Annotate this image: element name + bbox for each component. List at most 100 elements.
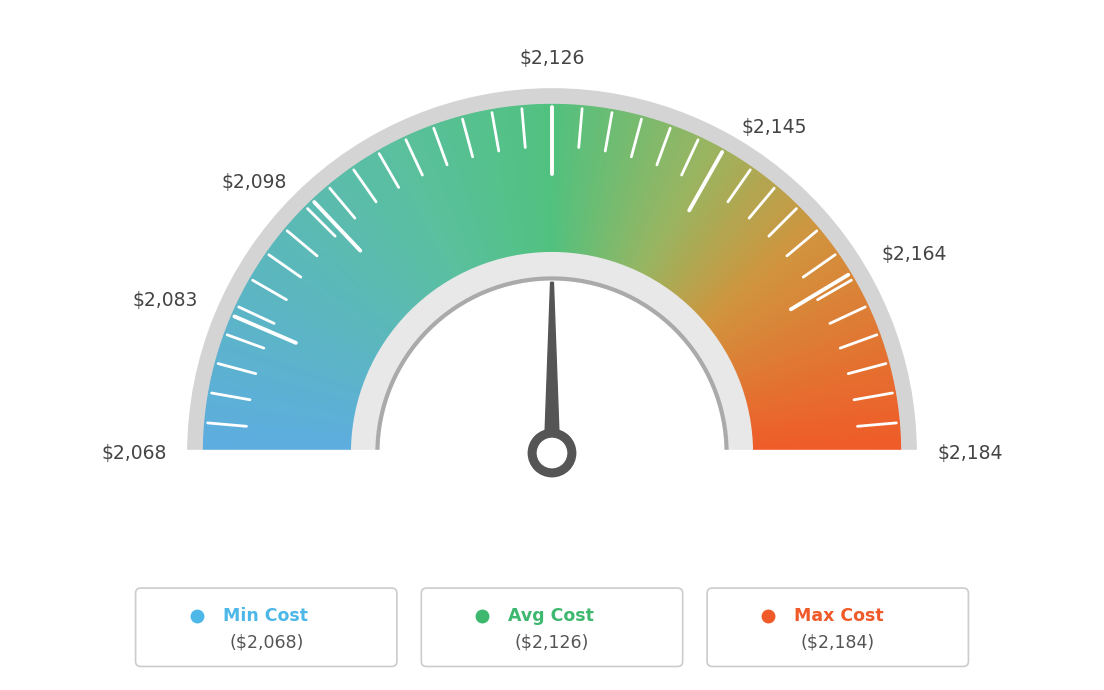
Wedge shape (692, 204, 798, 311)
Wedge shape (629, 132, 690, 269)
Wedge shape (469, 114, 507, 259)
Wedge shape (712, 242, 831, 333)
Wedge shape (594, 112, 628, 257)
Wedge shape (710, 239, 829, 332)
Wedge shape (204, 420, 352, 436)
Wedge shape (752, 431, 900, 442)
Wedge shape (424, 128, 480, 267)
Circle shape (529, 429, 575, 477)
Wedge shape (702, 223, 816, 322)
Wedge shape (562, 105, 574, 253)
Text: $2,164: $2,164 (882, 245, 947, 264)
Wedge shape (641, 141, 710, 275)
Wedge shape (750, 395, 896, 422)
Wedge shape (745, 359, 889, 401)
Wedge shape (622, 126, 677, 266)
Wedge shape (290, 220, 403, 321)
Wedge shape (288, 223, 402, 322)
Wedge shape (592, 111, 625, 257)
Wedge shape (461, 115, 502, 259)
Text: ($2,184): ($2,184) (800, 633, 874, 651)
Wedge shape (735, 311, 872, 373)
Wedge shape (684, 192, 785, 304)
Wedge shape (718, 257, 842, 342)
Wedge shape (284, 228, 399, 325)
Wedge shape (351, 253, 753, 453)
Polygon shape (0, 450, 1104, 690)
Wedge shape (544, 105, 550, 253)
Wedge shape (659, 159, 742, 285)
Wedge shape (300, 209, 408, 315)
Wedge shape (742, 342, 883, 391)
Wedge shape (357, 163, 442, 287)
Wedge shape (224, 332, 364, 385)
Wedge shape (332, 180, 427, 297)
Wedge shape (752, 449, 901, 453)
Wedge shape (747, 377, 893, 411)
Wedge shape (691, 201, 796, 310)
Wedge shape (473, 113, 508, 258)
Wedge shape (350, 167, 437, 290)
Wedge shape (696, 209, 804, 315)
Wedge shape (556, 105, 563, 253)
Wedge shape (498, 108, 522, 255)
Wedge shape (741, 335, 881, 387)
Wedge shape (225, 328, 365, 383)
Wedge shape (752, 446, 901, 451)
Wedge shape (376, 277, 728, 453)
Wedge shape (616, 123, 667, 264)
Wedge shape (688, 197, 790, 307)
Wedge shape (609, 119, 656, 262)
Wedge shape (254, 269, 382, 349)
Wedge shape (739, 328, 879, 383)
Wedge shape (746, 370, 891, 407)
Wedge shape (421, 129, 478, 268)
Wedge shape (752, 417, 899, 434)
Wedge shape (210, 384, 355, 415)
Wedge shape (282, 231, 397, 327)
Wedge shape (681, 187, 779, 302)
Wedge shape (743, 345, 884, 393)
Wedge shape (725, 279, 856, 355)
Wedge shape (597, 114, 635, 259)
Wedge shape (238, 298, 372, 366)
Wedge shape (723, 273, 852, 351)
Wedge shape (251, 275, 380, 353)
Text: Avg Cost: Avg Cost (509, 607, 594, 625)
Wedge shape (751, 402, 898, 426)
Wedge shape (523, 106, 538, 253)
Wedge shape (205, 409, 353, 430)
Wedge shape (516, 106, 533, 254)
Wedge shape (739, 325, 878, 381)
Wedge shape (637, 138, 703, 273)
Wedge shape (417, 130, 476, 268)
Wedge shape (211, 381, 355, 413)
Wedge shape (752, 438, 901, 446)
Wedge shape (505, 107, 527, 255)
Wedge shape (731, 295, 864, 364)
Wedge shape (203, 438, 352, 446)
Wedge shape (286, 226, 401, 324)
Wedge shape (206, 402, 353, 426)
Wedge shape (330, 182, 426, 299)
Wedge shape (530, 105, 542, 253)
Wedge shape (414, 132, 475, 269)
Wedge shape (728, 285, 859, 358)
Wedge shape (230, 318, 368, 377)
FancyBboxPatch shape (707, 588, 968, 667)
Wedge shape (427, 126, 482, 266)
Wedge shape (571, 106, 588, 254)
Wedge shape (654, 153, 733, 282)
Wedge shape (371, 153, 450, 282)
Wedge shape (750, 391, 895, 420)
Wedge shape (325, 187, 423, 302)
Wedge shape (626, 129, 683, 268)
Wedge shape (608, 119, 652, 262)
Wedge shape (344, 171, 434, 292)
Wedge shape (203, 446, 352, 451)
Wedge shape (602, 115, 643, 259)
Text: $2,083: $2,083 (132, 291, 199, 310)
Wedge shape (256, 266, 383, 348)
Wedge shape (541, 105, 548, 253)
Wedge shape (275, 239, 394, 332)
